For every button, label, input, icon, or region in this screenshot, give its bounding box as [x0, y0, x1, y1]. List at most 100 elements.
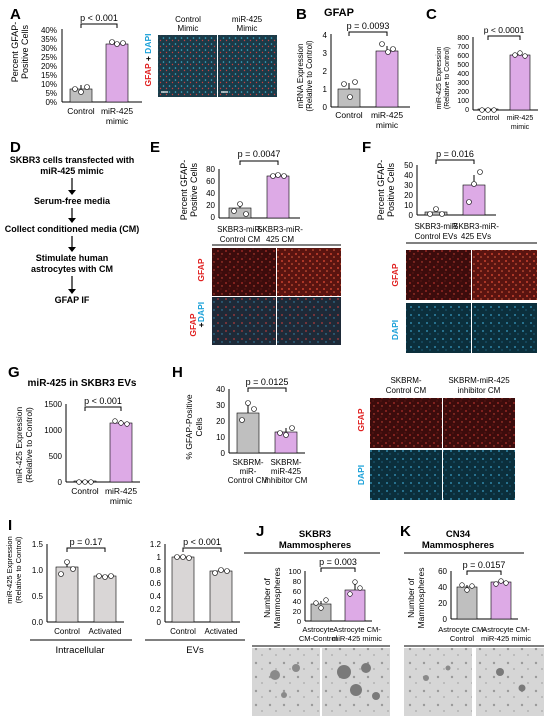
- y-tick: 40: [216, 385, 225, 394]
- y-tick: 15%: [41, 71, 57, 80]
- data-point: [469, 583, 475, 589]
- bar-activated: [209, 570, 233, 623]
- panel-letter: C: [426, 6, 437, 23]
- image-title: miR-425: [232, 15, 263, 24]
- data-point: [471, 181, 477, 187]
- stain-dapi: DAPI: [356, 465, 366, 485]
- y-axis-label-line1: Percent GFAP-: [179, 160, 189, 221]
- y-tick: 40: [293, 597, 301, 606]
- x-category: mimic: [110, 496, 133, 506]
- y-tick: 0.6: [150, 579, 162, 588]
- y-axis-label-line1: miR-425 Expression: [5, 536, 14, 604]
- panel-letter: G: [8, 364, 20, 381]
- y-tick: 0.4: [150, 592, 162, 601]
- mammosphere: [423, 675, 429, 681]
- bar-control-evs: [424, 211, 448, 216]
- micrograph-gfap-mir425: [472, 250, 537, 300]
- panel-k: K CN34 Mammospheres Number of Mammospher…: [400, 523, 544, 716]
- p-value: p < 0.001: [183, 537, 221, 547]
- x-category: Control: [67, 106, 95, 116]
- x-category: Astrocyte CM-: [438, 625, 486, 634]
- data-point: [341, 81, 347, 87]
- y-tick: 25%: [41, 53, 57, 62]
- data-point: [433, 206, 439, 212]
- micrograph-mammosphere-mir425: [476, 648, 544, 716]
- y-tick: 0.5: [32, 592, 44, 601]
- y-tick: 40: [206, 189, 215, 198]
- y-tick: 1.0: [32, 566, 44, 575]
- data-point: [479, 107, 485, 113]
- x-category: Astrocyte: [302, 625, 333, 634]
- micrograph-gfap-control: [406, 250, 471, 300]
- data-point: [174, 554, 180, 560]
- x-category: SKBR3-miR-: [453, 222, 499, 231]
- y-tick: 4: [323, 31, 328, 40]
- x-category: Control CM: [220, 235, 261, 244]
- y-tick: 1500: [44, 400, 62, 409]
- stain-gfap: GFAP: [143, 63, 153, 86]
- micrograph-mir425: [218, 35, 277, 97]
- y-tick: 0: [58, 478, 63, 487]
- y-tick: 20: [438, 599, 447, 608]
- x-category: miR-425: [271, 467, 302, 476]
- x-category: Control EVs: [415, 232, 458, 241]
- micrograph-dapi-control: [370, 450, 442, 500]
- x-category: inhibitor CM: [265, 476, 308, 485]
- data-point: [239, 417, 245, 423]
- x-category: SKBR3-miR: [414, 222, 457, 231]
- y-tick: 0.8: [150, 566, 162, 575]
- micrograph-dapi-inhibitor: [443, 450, 515, 500]
- x-category: CM-Control: [299, 634, 338, 643]
- y-axis-label-line1: Percent GFAP-: [376, 160, 386, 221]
- data-point: [459, 582, 465, 588]
- data-point: [477, 169, 483, 175]
- y-tick: 500: [457, 62, 469, 69]
- x-category: Astrocyte CM-: [333, 625, 381, 634]
- p-value: p = 0.003: [319, 557, 357, 567]
- y-axis-label-line1: % GFAP-Positive: [184, 394, 194, 459]
- image-title: Mimic: [178, 24, 199, 33]
- y-tick: 35%: [41, 35, 57, 44]
- y-tick: 300: [457, 80, 469, 87]
- y-axis-label-line2: Positive Cells: [189, 162, 199, 217]
- micrograph-mammosphere-control: [252, 648, 320, 716]
- flow-arrowheads: [68, 190, 76, 294]
- data-point: [186, 555, 192, 561]
- y-tick: 3: [323, 49, 328, 58]
- significance-bracket: [247, 387, 287, 392]
- y-tick: 40: [404, 171, 413, 180]
- flow-step: Serum-free media: [34, 196, 111, 206]
- data-point: [289, 425, 295, 431]
- data-point: [78, 89, 84, 95]
- y-axis-label-line2: (Relative to Control): [14, 536, 23, 603]
- p-value: p = 0.0093: [347, 21, 390, 31]
- data-point: [485, 107, 491, 113]
- y-axis-label-line2: Positive Cells: [386, 162, 396, 217]
- panel-letter: D: [10, 139, 21, 156]
- data-point: [277, 430, 283, 436]
- y-tick: 20: [293, 607, 301, 616]
- y-tick: 1.5: [32, 540, 44, 549]
- x-category: Control: [477, 115, 500, 122]
- data-point: [439, 211, 445, 217]
- data-point: [283, 432, 289, 438]
- p-value: p = 0.0157: [463, 560, 506, 570]
- p-value: p = 0.17: [70, 537, 103, 547]
- stain-gfap: GFAP: [196, 258, 206, 281]
- data-point: [464, 587, 470, 593]
- y-tick: 30: [216, 401, 225, 410]
- data-point: [427, 211, 433, 217]
- image-title: inhibitor CM: [458, 386, 501, 395]
- panel-letter: F: [362, 139, 371, 156]
- y-tick: 0.0: [32, 618, 44, 627]
- panel-h: H % GFAP-Positive Cells 40 30 20 10 0 p …: [172, 364, 515, 500]
- data-point: [281, 173, 287, 179]
- y-tick: 10: [404, 201, 413, 210]
- micrograph-merge-mir425: [277, 297, 341, 345]
- p-value: p = 0.016: [436, 149, 474, 159]
- x-category: Astrocyte CM-: [482, 625, 530, 634]
- micrograph-mammosphere-mir425: [322, 648, 390, 716]
- data-point: [114, 41, 120, 47]
- panel-g: G miR-425 in SKBR3 EVs miR-425 Expressio…: [8, 364, 140, 506]
- data-point: [102, 574, 108, 580]
